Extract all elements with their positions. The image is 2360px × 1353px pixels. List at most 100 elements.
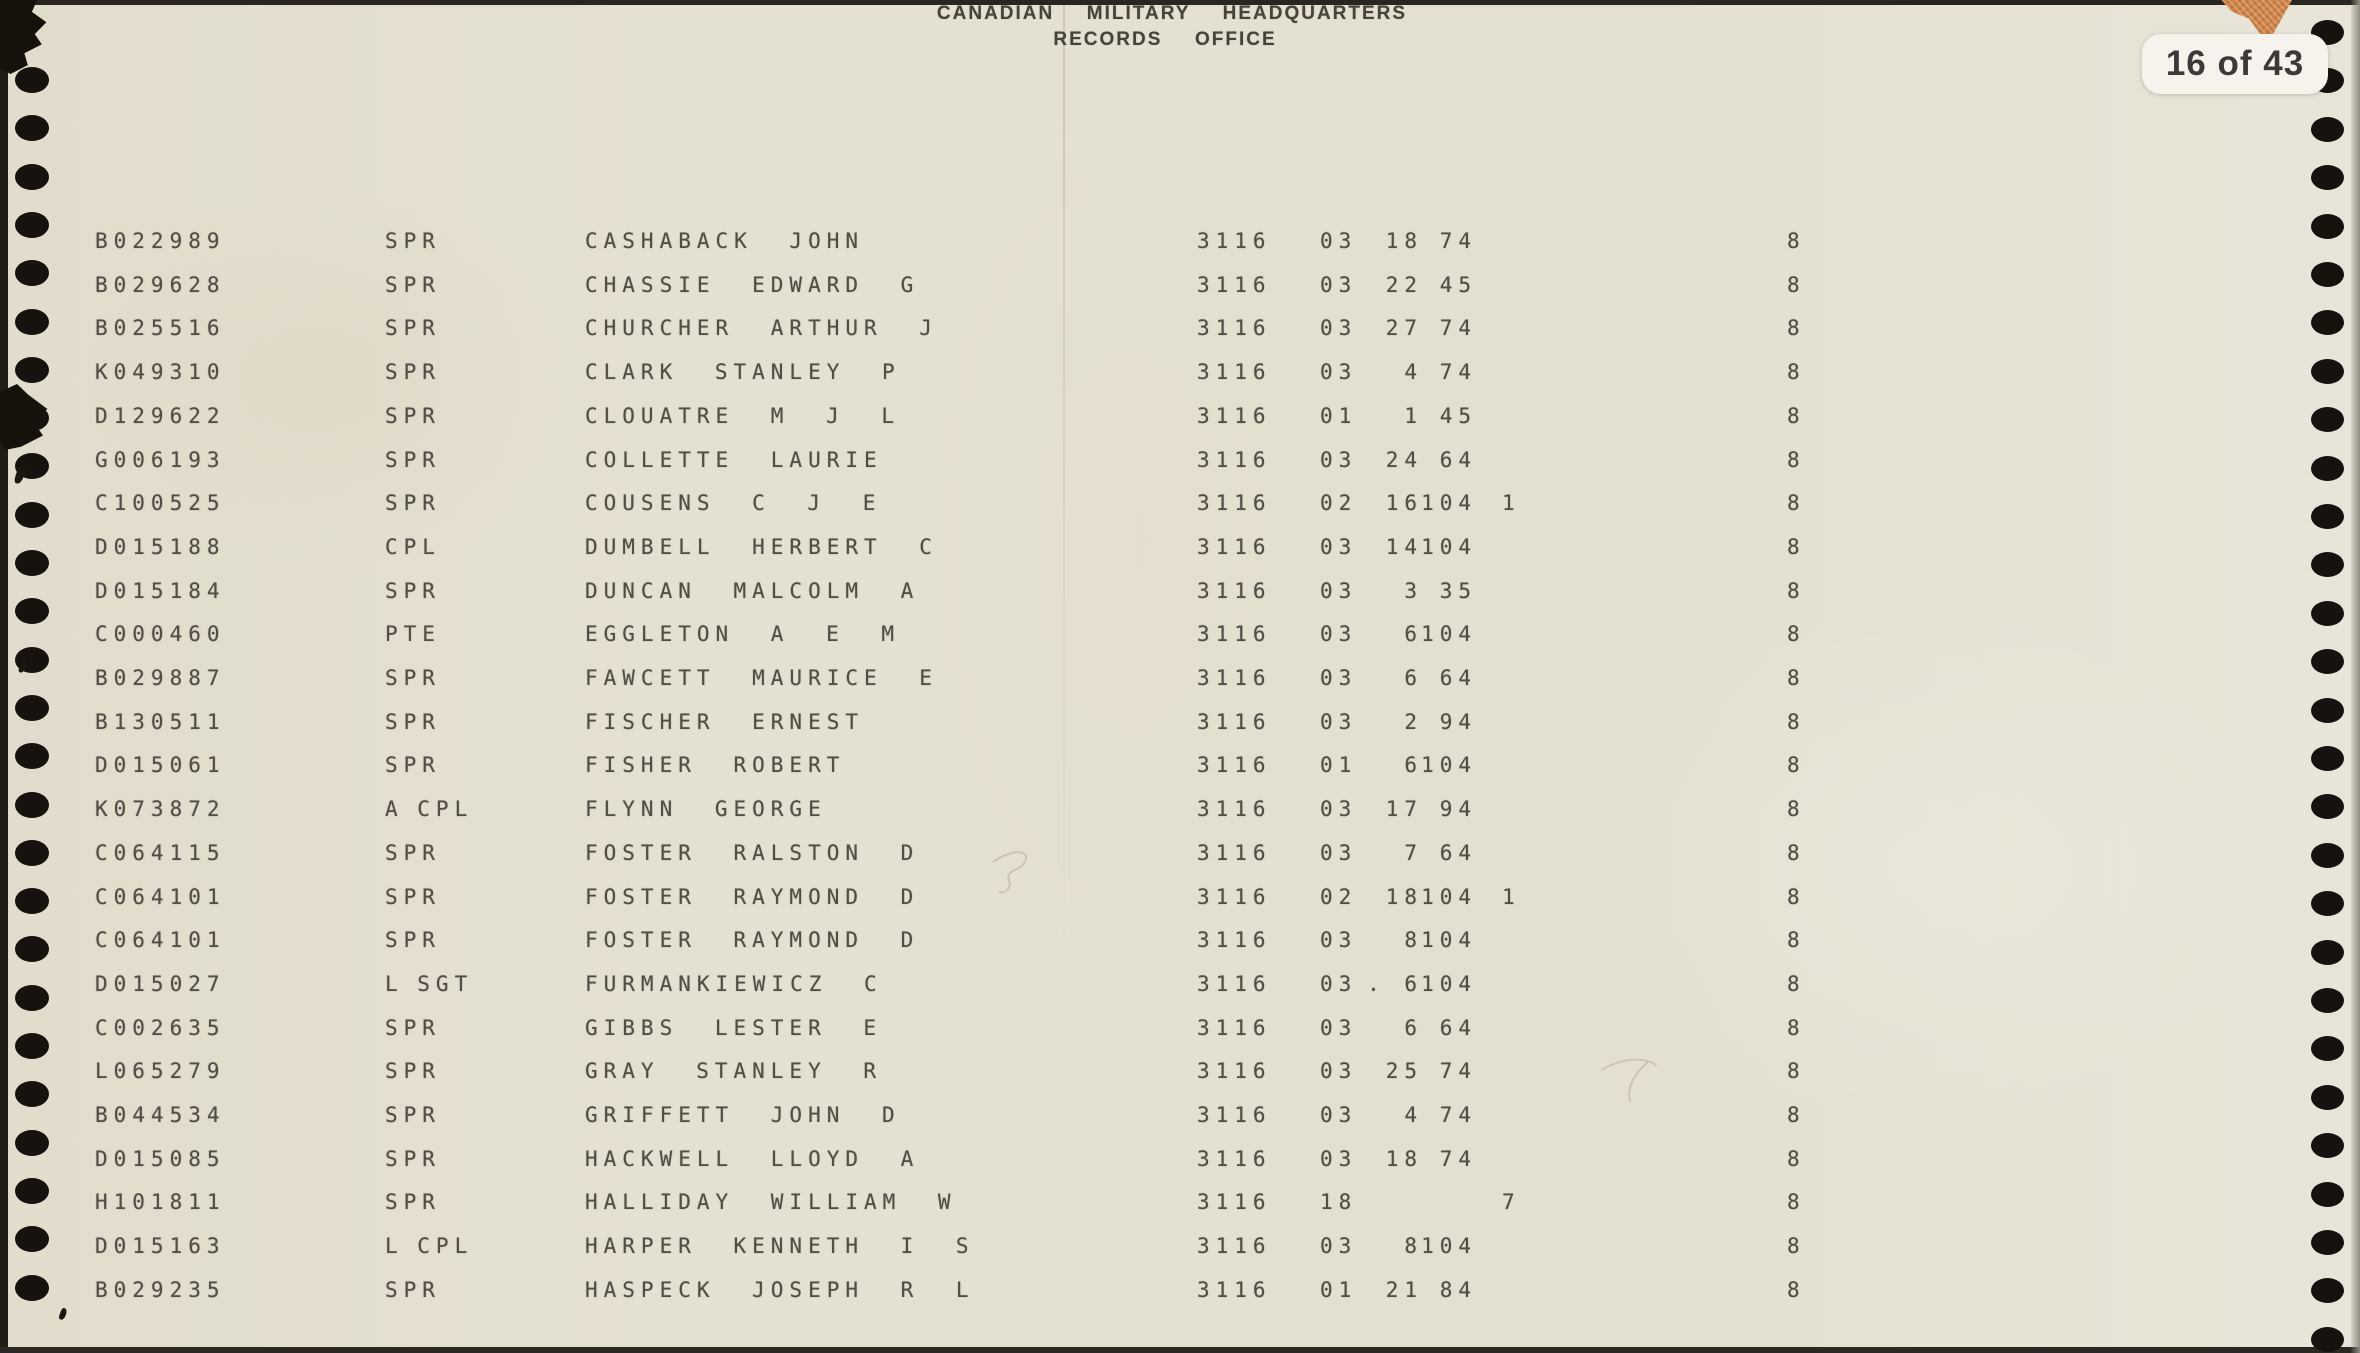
soldier-name: CASHABACK JOHN xyxy=(585,229,865,253)
scan-edge-right xyxy=(2351,0,2360,1353)
soldier-name: HARPER KENNETH I S xyxy=(585,1234,975,1258)
flag-column: 1 xyxy=(1502,491,1521,515)
rank: SPR xyxy=(385,1103,441,1127)
code-column: 01 xyxy=(1320,1278,1358,1302)
number-column: 64 xyxy=(1439,666,1477,690)
day-column: 18 xyxy=(1385,229,1423,253)
unit-number: 3116 xyxy=(1197,316,1272,340)
punch-hole xyxy=(15,598,49,624)
table-row: C000460 PTE EGGLETON A E M 3116 03 6 104 8 xyxy=(0,621,2360,648)
punch-hole xyxy=(15,695,49,721)
number-column: 74 xyxy=(1439,1147,1477,1171)
rank: SPR xyxy=(385,710,441,734)
unit-number: 3116 xyxy=(1197,448,1272,472)
day-column: 22 xyxy=(1385,273,1423,297)
code-column: 03 xyxy=(1320,841,1358,865)
unit-number: 3116 xyxy=(1197,229,1272,253)
punch-hole xyxy=(15,309,49,335)
number-column: 64 xyxy=(1439,1016,1477,1040)
right-code-column: 8 xyxy=(1787,404,1806,428)
punch-hole xyxy=(15,1081,49,1107)
unit-number: 3116 xyxy=(1197,491,1272,515)
service-number: D015085 xyxy=(95,1147,226,1171)
right-code-column: 8 xyxy=(1787,1103,1806,1127)
code-column: 03 xyxy=(1320,1059,1358,1083)
punch-hole xyxy=(2311,601,2344,626)
soldier-name: FISHER ROBERT xyxy=(585,753,846,777)
day-column: 25 xyxy=(1385,1059,1423,1083)
scan-edge-top xyxy=(0,0,2360,5)
punch-hole xyxy=(15,1033,49,1059)
day-column: 6 xyxy=(1404,622,1423,646)
unit-number: 3116 xyxy=(1197,1147,1272,1171)
table-row: K073872 A CPL FLYNN GEORGE 3116 03 17 94 8 xyxy=(0,796,2360,823)
right-code-column: 8 xyxy=(1787,1059,1806,1083)
soldier-name: CHASSIE EDWARD G xyxy=(585,273,920,297)
code-column: 03 xyxy=(1320,1016,1358,1040)
rank: A CPL xyxy=(385,797,474,821)
service-number: B029887 xyxy=(95,666,226,690)
day-column: 6 xyxy=(1404,1016,1423,1040)
punch-hole xyxy=(2311,1085,2344,1110)
soldier-name: COUSENS C J E xyxy=(585,491,882,515)
punch-hole xyxy=(2311,746,2344,771)
unit-number: 3116 xyxy=(1197,841,1272,865)
code-column: 03 xyxy=(1320,1234,1358,1258)
rank: SPR xyxy=(385,1016,441,1040)
soldier-name: COLLETTE LAURIE xyxy=(585,448,883,472)
punch-hole xyxy=(2311,1327,2344,1352)
unit-number: 3116 xyxy=(1197,1103,1272,1127)
paper-crease xyxy=(1063,0,1065,1353)
table-row: C064115 SPR FOSTER RALSTON D 3116 03 7 64 8 xyxy=(0,840,2360,867)
punch-hole xyxy=(15,357,49,383)
code-column: 03 xyxy=(1320,273,1358,297)
right-code-column: 8 xyxy=(1787,1147,1806,1171)
table-row: B029628 SPR CHASSIE EDWARD G 3116 03 22 45 8 xyxy=(0,272,2360,299)
code-column: 03 xyxy=(1320,360,1358,384)
unit-number: 3116 xyxy=(1197,360,1272,384)
right-code-column: 8 xyxy=(1787,841,1806,865)
service-number: K049310 xyxy=(95,360,226,384)
day-column: . 6 xyxy=(1367,972,1423,996)
number-column: 45 xyxy=(1439,273,1477,297)
code-column: 03 xyxy=(1320,579,1358,603)
rank: SPR xyxy=(385,928,441,952)
right-code-column: 8 xyxy=(1787,1278,1806,1302)
day-column: 18 xyxy=(1385,1147,1423,1171)
soldier-name: GIBBS LESTER E xyxy=(585,1016,883,1040)
service-number: G006193 xyxy=(95,448,226,472)
flag-column: 7 xyxy=(1502,1190,1521,1214)
number-column: 74 xyxy=(1439,229,1477,253)
rank: SPR xyxy=(385,841,441,865)
rank: SPR xyxy=(385,1190,441,1214)
code-column: 03 xyxy=(1320,622,1358,646)
day-column: 24 xyxy=(1385,448,1423,472)
document-header-line2: RECORDS OFFICE xyxy=(1053,29,1277,50)
table-row: G006193 SPR COLLETTE LAURIE 3116 03 24 64 8 xyxy=(0,447,2360,474)
service-number: D015163 xyxy=(95,1234,226,1258)
code-column: 02 xyxy=(1320,885,1358,909)
unit-number: 3116 xyxy=(1197,710,1272,734)
number-column: 74 xyxy=(1439,316,1477,340)
soldier-name: HASPECK JOSEPH R L xyxy=(585,1278,975,1302)
unit-number: 3116 xyxy=(1197,885,1272,909)
right-code-column: 8 xyxy=(1787,710,1806,734)
number-column: 64 xyxy=(1439,841,1477,865)
code-column: 03 xyxy=(1320,928,1358,952)
table-row: D015188 CPL DUMBELL HERBERT C 3116 03 14 104 8 xyxy=(0,534,2360,561)
table-row: L065279 SPR GRAY STANLEY R 3116 03 25 74 8 xyxy=(0,1058,2360,1085)
rank: SPR xyxy=(385,491,441,515)
number-column: 104 xyxy=(1421,491,1477,515)
day-column: 8 xyxy=(1404,928,1423,952)
code-column: 03 xyxy=(1320,666,1358,690)
number-column: 104 xyxy=(1421,622,1477,646)
punch-hole xyxy=(15,743,49,769)
service-number: D129622 xyxy=(95,404,226,428)
right-code-column: 8 xyxy=(1787,622,1806,646)
unit-number: 3116 xyxy=(1197,928,1272,952)
service-number: C002635 xyxy=(95,1016,226,1040)
right-code-column: 8 xyxy=(1787,1234,1806,1258)
rank: SPR xyxy=(385,360,441,384)
